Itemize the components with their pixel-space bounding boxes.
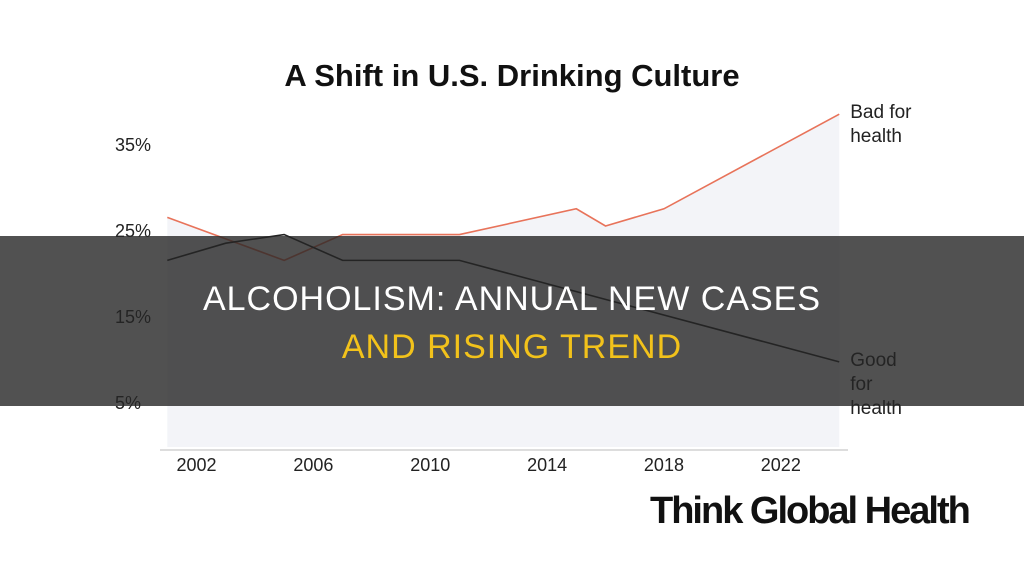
x-tick-label: 2022 xyxy=(761,455,801,475)
x-tick-label: 2002 xyxy=(176,455,216,475)
x-tick-label: 2006 xyxy=(293,455,333,475)
x-tick-label: 2014 xyxy=(527,455,567,475)
x-tick-label: 2018 xyxy=(644,455,684,475)
banner: ALCOHOLISM: ANNUAL NEW CASES AND RISING … xyxy=(0,236,1024,406)
banner-line: ALCOHOLISM: ANNUAL NEW CASES xyxy=(202,280,822,318)
y-tick-label: 25% xyxy=(115,221,151,241)
chart-title: A Shift in U.S. Drinking Culture xyxy=(284,58,739,93)
banner-line: AND RISING TREND xyxy=(341,328,683,366)
series-label: Bad for health xyxy=(850,102,912,148)
logo: Think Global Health xyxy=(650,490,971,532)
y-tick-label: 35% xyxy=(115,135,151,155)
x-tick-label: 2010 xyxy=(410,455,450,475)
